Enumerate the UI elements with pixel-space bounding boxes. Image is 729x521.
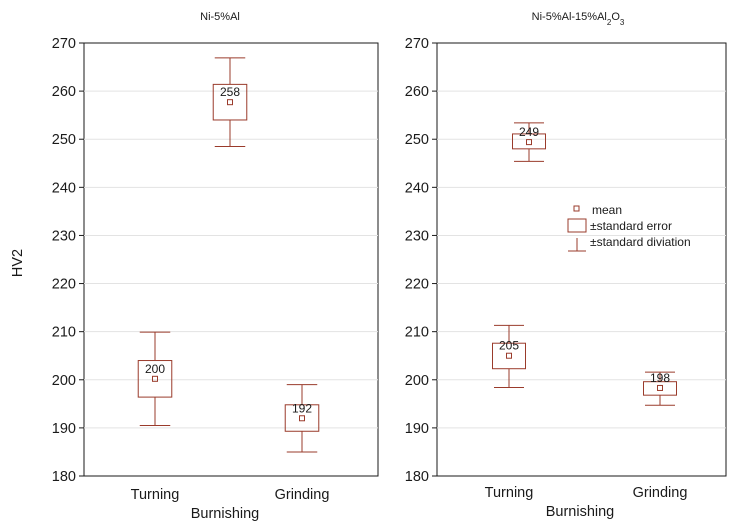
- mean-marker: [299, 415, 305, 422]
- box-grinding: 198: [643, 371, 677, 406]
- box-turning: 249: [512, 122, 546, 162]
- category-label-grinding: Grinding: [275, 487, 330, 503]
- y-tick-label: 240: [405, 180, 429, 196]
- category-label-turning: Turning: [485, 485, 534, 501]
- y-tick-label: 190: [52, 421, 76, 437]
- y-tick-label: 180: [405, 469, 429, 485]
- y-tick-label: 190: [405, 421, 429, 437]
- y-axis-label: HV2: [10, 249, 26, 277]
- box-grinding: 192: [284, 384, 320, 453]
- box-marks: 200 192 258: [137, 57, 320, 453]
- y-tick-label: 230: [405, 228, 429, 244]
- legend-sd-marker: [568, 238, 586, 252]
- x-axis-label: Burnishing: [191, 506, 260, 521]
- se-box: [212, 83, 248, 121]
- y-tick-label: 270: [405, 36, 429, 52]
- y-tick-label: 250: [52, 132, 76, 148]
- y-tick-label: 210: [52, 325, 76, 341]
- mean-data-label: 249: [519, 125, 539, 139]
- legend: mean ±standard error ±standard diviation: [567, 203, 691, 252]
- mean-marker: [657, 384, 663, 391]
- x-axis-label: Burnishing: [546, 504, 615, 520]
- legend-se-label: ±standard error: [590, 219, 672, 233]
- se-box: [137, 360, 173, 398]
- panel-title: Ni-5%Al-15%Al2O3: [532, 11, 625, 27]
- mean-data-label: 198: [650, 371, 670, 385]
- box-turning: 200: [137, 331, 173, 426]
- se-box: [284, 404, 320, 432]
- y-tick-label: 270: [52, 36, 76, 52]
- mean-data-label: 258: [220, 85, 240, 99]
- y-tick-label: 230: [52, 228, 76, 244]
- y-tick-label: 180: [52, 469, 76, 485]
- y-tick-label: 200: [405, 373, 429, 389]
- se-box: [492, 342, 526, 370]
- y-tick-label: 260: [52, 84, 76, 100]
- y-tick-label: 260: [405, 84, 429, 100]
- gridlines: [84, 90, 378, 429]
- y-tick-label: 250: [405, 132, 429, 148]
- plot-frame: [436, 42, 727, 477]
- chart-panel-ni5al-al2o3: Ni-5%Al-15%Al2O3 180 190 200 210 220 230 240 25…: [405, 11, 727, 520]
- se-box: [643, 381, 677, 396]
- se-box: [512, 133, 546, 150]
- legend-mean-marker: [573, 205, 580, 212]
- y-tick-labels: 180 190 200 210 220 230 240 250 260 270: [405, 36, 437, 485]
- y-tick-label: 240: [52, 180, 76, 196]
- legend-sd-label: ±standard diviation: [590, 235, 691, 249]
- chart-panel-ni5al: Ni-5%Al 180 190 200 210 220 230 240 250 260 270 2…: [52, 11, 379, 521]
- y-tick-label: 200: [52, 373, 76, 389]
- category-label-grinding: Grinding: [633, 485, 688, 501]
- category-label-turning: Turning: [131, 487, 180, 503]
- panel-title: Ni-5%Al: [200, 11, 240, 23]
- gridlines: [437, 90, 726, 429]
- plot-frame: [83, 42, 379, 477]
- legend-se-marker: [567, 218, 587, 233]
- y-tick-label: 220: [405, 277, 429, 293]
- box-turning: 258: [212, 57, 248, 147]
- mean-marker: [227, 99, 233, 106]
- y-tick-label: 220: [52, 277, 76, 293]
- mean-data-label: 192: [292, 401, 312, 415]
- mean-data-label: 205: [499, 339, 519, 353]
- mean-marker: [526, 139, 532, 146]
- mean-marker: [152, 375, 158, 382]
- mean-data-label: 200: [145, 362, 165, 376]
- legend-mean-label: mean: [592, 203, 622, 217]
- box-turning: 205: [492, 324, 526, 388]
- y-tick-label: 210: [405, 325, 429, 341]
- mean-marker: [506, 352, 512, 359]
- box-marks: 205 198 249: [492, 122, 677, 406]
- y-tick-labels: 180 190 200 210 220 230 240 250 260 270: [52, 36, 84, 485]
